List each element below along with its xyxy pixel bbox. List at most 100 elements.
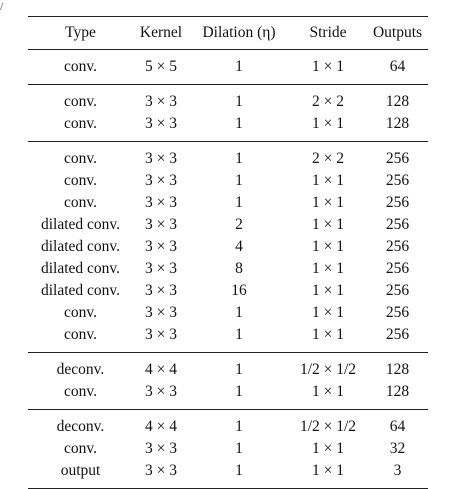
cell-kernel: 3 × 3 xyxy=(145,216,177,233)
cell-stride: 1 × 1 xyxy=(312,282,344,299)
cell-type: output xyxy=(28,460,133,489)
cell-type: dilated conv. xyxy=(40,282,121,299)
cell-type: conv. xyxy=(64,115,97,132)
cell-outputs: 64 xyxy=(367,409,428,438)
cell-kernel: 3 × 3 xyxy=(145,238,177,255)
cell-kernel: 3 × 3 xyxy=(145,172,177,189)
table-row: conv. 3 × 3 1 1 × 1 256 xyxy=(28,170,428,192)
corner-mark: / xyxy=(0,0,4,13)
cell-outputs: 256 xyxy=(385,194,410,211)
table-header: Type Kernel Dilation (η) Stride Outputs xyxy=(28,16,428,50)
cell-type: conv. xyxy=(64,194,97,211)
cell-outputs: 128 xyxy=(385,383,410,400)
cell-stride: 1 × 1 xyxy=(312,58,344,75)
cell-kernel: 3 × 3 xyxy=(145,304,177,321)
cell-type: conv. xyxy=(64,326,97,343)
cell-kernel: 3 × 3 xyxy=(145,115,177,132)
cell-dilation: 1 xyxy=(235,194,243,211)
cell-outputs: 256 xyxy=(385,216,410,233)
cell-dilation: 1 xyxy=(189,352,289,381)
table-row: deconv. 4 × 4 1 1/2 × 1/2 64 xyxy=(28,409,428,438)
cell-kernel: 4 × 4 xyxy=(133,352,189,381)
cell-type: dilated conv. xyxy=(40,238,121,255)
cell-kernel: 3 × 3 xyxy=(133,141,189,170)
cell-type: conv. xyxy=(64,58,97,75)
table-row: conv. 3 × 3 1 1 × 1 32 xyxy=(28,438,428,460)
cell-outputs: 256 xyxy=(385,326,410,343)
cell-outputs: 256 xyxy=(385,304,410,321)
table-row: conv. 3 × 3 1 1 × 1 256 xyxy=(28,302,428,324)
cell-outputs: 256 xyxy=(385,282,410,299)
cell-dilation: 2 xyxy=(235,216,243,233)
cell-stride: 1 × 1 xyxy=(312,383,344,400)
table-row: conv. 3 × 3 1 1 × 1 256 xyxy=(28,192,428,214)
table-row: conv. 3 × 3 1 1 × 1 256 xyxy=(28,324,428,353)
table-row: dilated conv. 3 × 3 8 1 × 1 256 xyxy=(28,258,428,280)
cell-stride: 1 × 1 xyxy=(312,194,344,211)
cell-outputs: 32 xyxy=(389,440,406,457)
cell-dilation: 1 xyxy=(189,460,289,489)
cell-dilation: 1 xyxy=(235,383,243,400)
cell-outputs: 128 xyxy=(367,84,428,113)
cell-stride: 1 × 1 xyxy=(312,260,344,277)
cell-kernel: 3 × 3 xyxy=(133,84,189,113)
cell-kernel: 3 × 3 xyxy=(133,460,189,489)
cell-kernel: 3 × 3 xyxy=(145,260,177,277)
cell-dilation: 1 xyxy=(235,440,243,457)
cell-type: dilated conv. xyxy=(40,260,121,277)
header-outputs: Outputs xyxy=(367,16,428,50)
cell-stride: 2 × 2 xyxy=(289,84,367,113)
cell-type: conv. xyxy=(28,84,133,113)
header-kernel: Kernel xyxy=(133,16,189,50)
cell-stride: 1 × 1 xyxy=(312,216,344,233)
cell-dilation: 8 xyxy=(235,260,243,277)
cell-dilation: 16 xyxy=(231,282,247,299)
header-type: Type xyxy=(28,16,133,50)
cell-type: deconv. xyxy=(28,409,133,438)
cell-stride: 1/2 × 1/2 xyxy=(289,352,367,381)
cell-kernel: 3 × 3 xyxy=(145,440,177,457)
cell-outputs: 3 xyxy=(367,460,428,489)
cell-outputs: 128 xyxy=(385,115,410,132)
cell-kernel: 3 × 3 xyxy=(145,194,177,211)
cell-kernel: 3 × 3 xyxy=(145,326,177,343)
table-row: conv. 5 × 5 1 1 × 1 64 xyxy=(28,50,428,85)
cell-stride: 1 × 1 xyxy=(312,304,344,321)
cell-type: conv. xyxy=(64,440,97,457)
cell-stride: 1 × 1 xyxy=(289,460,367,489)
layer-group: conv. 5 × 5 1 1 × 1 64 xyxy=(28,50,428,85)
cell-dilation: 1 xyxy=(189,409,289,438)
cell-dilation: 1 xyxy=(189,84,289,113)
header-dilation: Dilation (η) xyxy=(189,16,289,50)
cell-outputs: 256 xyxy=(367,141,428,170)
cell-kernel: 5 × 5 xyxy=(145,58,177,75)
cell-dilation: 1 xyxy=(235,326,243,343)
cell-type: conv. xyxy=(28,141,133,170)
cell-dilation: 1 xyxy=(235,58,243,75)
table-row: dilated conv. 3 × 3 4 1 × 1 256 xyxy=(28,236,428,258)
cell-stride: 1 × 1 xyxy=(312,440,344,457)
architecture-table: Type Kernel Dilation (η) Stride Outputs … xyxy=(28,16,428,489)
header-stride: Stride xyxy=(289,16,367,50)
table-row: deconv. 4 × 4 1 1/2 × 1/2 128 xyxy=(28,352,428,381)
cell-kernel: 4 × 4 xyxy=(133,409,189,438)
cell-dilation: 1 xyxy=(235,115,243,132)
cell-outputs: 128 xyxy=(367,352,428,381)
cell-type: conv. xyxy=(64,172,97,189)
cell-type: conv. xyxy=(64,383,97,400)
cell-dilation: 1 xyxy=(189,141,289,170)
cell-type: dilated conv. xyxy=(40,216,121,233)
cell-outputs: 256 xyxy=(385,172,410,189)
cell-dilation: 1 xyxy=(235,304,243,321)
cell-stride: 1 × 1 xyxy=(312,172,344,189)
cell-stride: 1 × 1 xyxy=(312,326,344,343)
table-row: conv. 3 × 3 1 1 × 1 128 xyxy=(28,381,428,410)
cell-stride: 1 × 1 xyxy=(312,115,344,132)
cell-dilation: 4 xyxy=(235,238,243,255)
